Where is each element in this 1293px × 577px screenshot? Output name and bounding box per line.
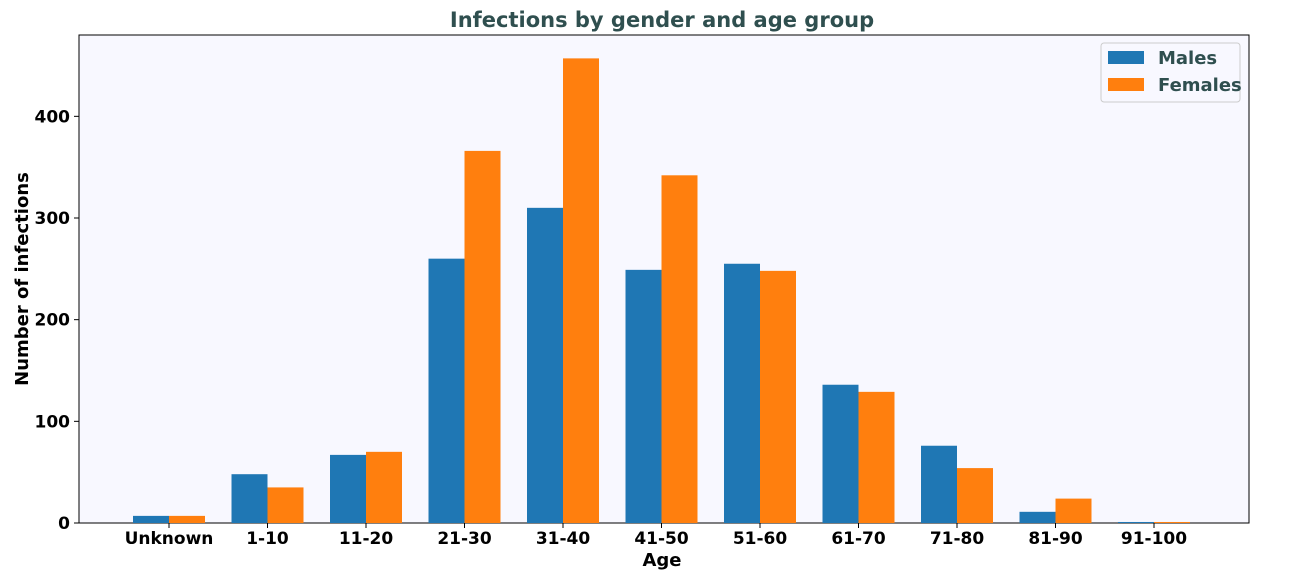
- bar-males-21-30: [428, 258, 465, 523]
- bar-males-51-60: [724, 263, 760, 523]
- x-tick-label: 81-90: [1028, 529, 1083, 549]
- bar-males-61-70: [822, 384, 859, 523]
- x-tick-label: 91-100: [1121, 529, 1187, 549]
- bar-females-unknown: [169, 515, 205, 523]
- bar-females-1-10: [267, 487, 304, 523]
- y-tick-label: 200: [35, 311, 71, 331]
- y-tick-label: 300: [35, 209, 71, 229]
- bar-males-91-100: [1118, 521, 1154, 523]
- bar-males-41-50: [625, 269, 662, 523]
- legend-swatch-females: [1108, 78, 1144, 91]
- legend-label-males: Males: [1158, 48, 1217, 69]
- x-tick-label: 11-20: [339, 529, 394, 549]
- y-tick-label: 400: [35, 107, 71, 127]
- bar-males-1-10: [231, 474, 268, 523]
- x-axis: Unknown 1-10 11-20 21-30 31-40 41-50 51-60 61-7…: [125, 523, 1187, 549]
- legend-label-females: Females: [1158, 75, 1242, 96]
- bar-females-71-80: [957, 468, 993, 523]
- bar-females-21-30: [464, 150, 501, 523]
- bar-males-11-20: [330, 454, 366, 523]
- bar-females-91-100: [1154, 521, 1190, 523]
- bar-males-31-40: [527, 207, 563, 524]
- x-tick-label: 51-60: [733, 529, 788, 549]
- bars-group: [133, 58, 1190, 524]
- x-tick-label: 1-10: [246, 529, 289, 549]
- x-tick-label: 21-30: [437, 529, 492, 549]
- chart-title: Infections by gender and age group: [450, 8, 874, 32]
- bar-females-81-90: [1055, 498, 1092, 523]
- x-tick-label: 41-50: [634, 529, 689, 549]
- y-tick-label: 0: [58, 514, 70, 534]
- bar-males-81-90: [1019, 511, 1056, 523]
- x-tick-label: 71-80: [930, 529, 985, 549]
- bar-females-31-40: [563, 58, 599, 524]
- y-tick-label: 100: [35, 412, 71, 432]
- x-tick-label: 31-40: [536, 529, 591, 549]
- bar-females-61-70: [858, 391, 895, 523]
- x-tick-label: 61-70: [831, 529, 886, 549]
- legend: Males Females: [1100, 42, 1242, 103]
- bar-females-11-20: [366, 451, 402, 523]
- y-axis: 0 100 200 300 400: [35, 107, 79, 534]
- x-axis-label: Age: [642, 550, 681, 571]
- bar-males-unknown: [133, 515, 169, 523]
- legend-swatch-males: [1108, 51, 1144, 64]
- x-tick-label: Unknown: [125, 529, 214, 549]
- bar-females-41-50: [661, 175, 698, 524]
- bar-females-51-60: [760, 270, 796, 523]
- y-axis-label: Number of infections: [12, 172, 33, 386]
- bar-males-71-80: [921, 445, 957, 523]
